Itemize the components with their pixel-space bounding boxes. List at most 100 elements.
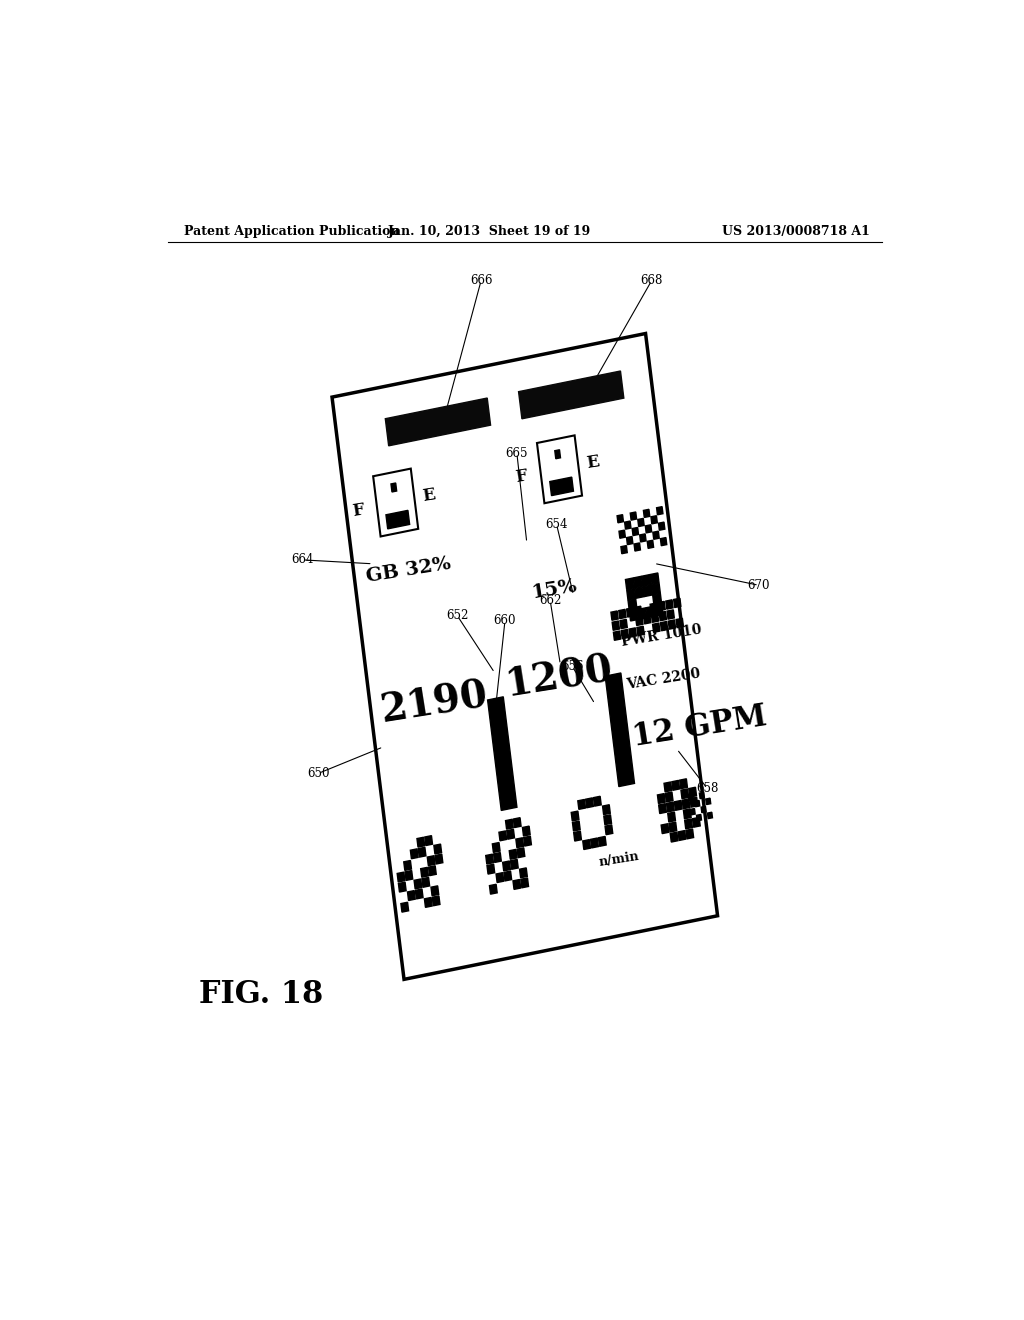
Polygon shape <box>642 574 651 586</box>
Text: 658: 658 <box>696 781 719 795</box>
Polygon shape <box>651 583 660 595</box>
Text: 652: 652 <box>446 610 469 622</box>
Text: 666: 666 <box>470 273 493 286</box>
Polygon shape <box>519 867 527 878</box>
Polygon shape <box>690 809 695 814</box>
Polygon shape <box>583 840 591 850</box>
Polygon shape <box>636 616 643 626</box>
Text: 650: 650 <box>307 767 330 780</box>
Polygon shape <box>425 836 432 846</box>
Polygon shape <box>678 830 686 841</box>
Polygon shape <box>635 587 644 598</box>
Polygon shape <box>511 859 518 870</box>
Polygon shape <box>689 787 696 797</box>
Polygon shape <box>411 849 418 859</box>
Polygon shape <box>398 882 407 892</box>
Polygon shape <box>630 512 637 520</box>
Polygon shape <box>611 611 618 620</box>
Polygon shape <box>643 510 650 517</box>
Polygon shape <box>385 399 490 446</box>
Text: 660: 660 <box>494 614 516 627</box>
Polygon shape <box>397 873 404 882</box>
Polygon shape <box>690 797 697 807</box>
Polygon shape <box>586 797 593 808</box>
Polygon shape <box>435 854 442 865</box>
Polygon shape <box>629 628 636 638</box>
Polygon shape <box>506 820 513 829</box>
Polygon shape <box>573 832 582 841</box>
Text: E: E <box>585 453 600 473</box>
Polygon shape <box>406 870 413 880</box>
Polygon shape <box>487 697 517 810</box>
Text: 656: 656 <box>561 660 584 673</box>
Polygon shape <box>418 847 426 857</box>
Polygon shape <box>521 878 528 888</box>
Polygon shape <box>671 832 678 842</box>
Text: n/min: n/min <box>598 850 640 869</box>
Polygon shape <box>622 630 629 639</box>
Polygon shape <box>630 610 638 620</box>
Polygon shape <box>676 618 683 627</box>
Polygon shape <box>522 826 530 836</box>
Polygon shape <box>627 536 633 545</box>
Polygon shape <box>408 891 415 900</box>
Polygon shape <box>696 814 701 821</box>
Polygon shape <box>682 799 690 809</box>
Polygon shape <box>666 792 673 801</box>
Polygon shape <box>653 531 659 540</box>
Polygon shape <box>421 867 428 878</box>
Polygon shape <box>613 631 621 640</box>
Polygon shape <box>672 780 680 791</box>
Polygon shape <box>332 334 718 979</box>
Polygon shape <box>685 818 692 829</box>
Polygon shape <box>434 843 441 854</box>
Text: F: F <box>514 467 528 486</box>
Polygon shape <box>550 477 573 495</box>
Polygon shape <box>651 516 657 524</box>
Polygon shape <box>517 847 525 858</box>
Polygon shape <box>591 838 598 847</box>
Polygon shape <box>513 817 521 828</box>
Polygon shape <box>427 855 435 866</box>
Polygon shape <box>422 878 430 887</box>
Text: 1200: 1200 <box>503 651 616 705</box>
Polygon shape <box>572 821 581 832</box>
Polygon shape <box>699 792 705 799</box>
Polygon shape <box>628 599 637 610</box>
Polygon shape <box>612 620 620 630</box>
Polygon shape <box>627 589 636 599</box>
Polygon shape <box>485 854 494 865</box>
Polygon shape <box>658 602 666 611</box>
Polygon shape <box>674 598 681 607</box>
Polygon shape <box>503 861 510 871</box>
Text: GB 32%: GB 32% <box>365 556 453 586</box>
Polygon shape <box>667 803 674 812</box>
Polygon shape <box>660 622 668 631</box>
Polygon shape <box>666 599 673 609</box>
Polygon shape <box>494 853 502 862</box>
Polygon shape <box>602 805 610 814</box>
Text: 665: 665 <box>506 446 528 459</box>
Polygon shape <box>664 781 672 792</box>
Polygon shape <box>432 896 440 906</box>
Polygon shape <box>594 796 601 807</box>
Polygon shape <box>621 545 628 553</box>
Polygon shape <box>638 519 644 527</box>
Text: 2190: 2190 <box>378 676 490 730</box>
Text: FIG. 18: FIG. 18 <box>200 979 324 1010</box>
Polygon shape <box>652 623 659 632</box>
Polygon shape <box>373 469 418 536</box>
Polygon shape <box>627 607 634 616</box>
Polygon shape <box>667 610 674 619</box>
Polygon shape <box>431 886 438 896</box>
Text: PWR 1010: PWR 1010 <box>620 623 702 649</box>
Polygon shape <box>668 812 676 822</box>
Polygon shape <box>386 511 410 529</box>
Polygon shape <box>598 837 606 846</box>
Polygon shape <box>656 507 663 515</box>
Polygon shape <box>634 577 643 587</box>
Polygon shape <box>634 543 640 550</box>
Polygon shape <box>537 436 582 503</box>
Text: 15%: 15% <box>530 577 579 602</box>
Polygon shape <box>638 609 646 619</box>
